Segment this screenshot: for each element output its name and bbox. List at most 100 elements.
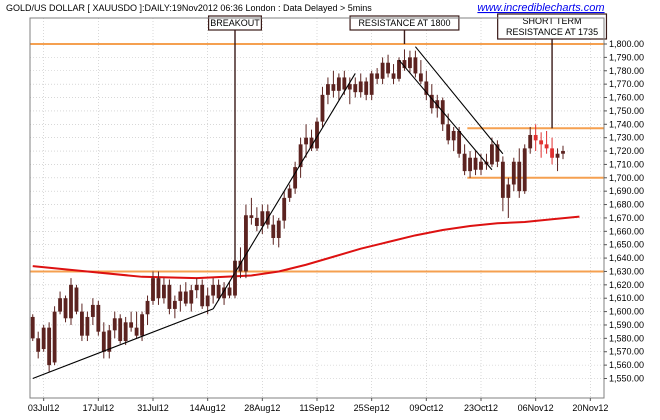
candle-body — [233, 260, 237, 296]
candle-body — [331, 84, 336, 91]
x-tick-label: 14Aug12 — [190, 403, 226, 413]
watermark-link[interactable]: www.incrediblecharts.com — [477, 2, 604, 14]
candle-body — [386, 62, 390, 74]
x-tick-label: 31Jul12 — [137, 403, 169, 413]
annotation-box — [349, 15, 460, 31]
candle-body — [205, 295, 210, 307]
x-tick-label: 09Oct12 — [409, 403, 443, 413]
candle-body — [145, 300, 150, 315]
candle-body — [216, 284, 221, 299]
x-tick-label: 11Sep12 — [299, 403, 334, 413]
trend-lines-layer — [32, 46, 504, 380]
moving-average-line — [32, 215, 580, 280]
candle-body — [380, 62, 385, 79]
candle-body — [391, 73, 396, 79]
y-tick-label: 1,710.00 — [609, 159, 644, 169]
candle-body — [167, 284, 172, 309]
candle-body — [271, 224, 276, 239]
candle-body — [353, 84, 358, 93]
x-tick-label: 06Nov12 — [518, 403, 554, 413]
candle-body — [517, 161, 522, 192]
candle-body — [347, 84, 352, 90]
candle-body — [561, 151, 565, 154]
candle-body — [468, 157, 472, 172]
y-tick-label: 1,760.00 — [609, 93, 644, 103]
candle-body — [539, 140, 544, 145]
candle-body — [52, 311, 57, 363]
candle-body — [129, 322, 134, 328]
trend-line — [414, 46, 504, 155]
y-tick-label: 1,750.00 — [609, 106, 644, 116]
candle-body — [118, 318, 123, 342]
candle-body — [96, 304, 101, 332]
candle-body — [85, 316, 90, 336]
candle-body — [74, 287, 79, 312]
candle-body — [375, 73, 380, 79]
chart-title: GOLD/US DOLLAR [ XAUUSDO ]:DAILY:19Nov20… — [6, 3, 372, 13]
grid-layer — [30, 18, 604, 398]
candle-body — [293, 167, 298, 189]
candle-body — [358, 81, 363, 93]
candle-body — [435, 100, 440, 109]
candle-body — [533, 134, 538, 141]
candle-body — [418, 73, 423, 82]
candle-body — [473, 157, 478, 170]
candle-body — [101, 331, 106, 352]
y-tick-label: 1,590.00 — [609, 320, 644, 330]
candle-body — [402, 60, 407, 69]
annotation-label: RESISTANCE AT 1800 — [358, 18, 450, 28]
candle-body — [69, 284, 73, 319]
candle-body — [490, 144, 494, 165]
candle-body — [550, 148, 554, 158]
candle-body — [244, 215, 248, 272]
candle-body — [189, 290, 194, 304]
y-tick-label: 1,720.00 — [609, 146, 644, 156]
x-tick-label: 25Sep12 — [354, 403, 390, 413]
annotation-box — [208, 15, 263, 31]
candle-body — [47, 327, 52, 366]
candle-body — [413, 57, 418, 74]
y-tick-label: 1,730.00 — [609, 133, 644, 143]
candle-body — [336, 77, 341, 91]
candle-body — [320, 94, 325, 122]
candle-body — [30, 316, 35, 339]
moving-average-layer — [32, 215, 580, 280]
y-tick-label: 1,550.00 — [609, 374, 644, 384]
candle-body — [162, 284, 166, 299]
candle-body — [309, 137, 314, 149]
candle-body — [112, 318, 117, 331]
y-tick-label: 1,580.00 — [609, 333, 644, 343]
y-tick-label: 1,640.00 — [609, 253, 644, 263]
candle-body — [544, 144, 549, 149]
y-tick-label: 1,560.00 — [609, 360, 644, 370]
y-tick-label: 1,790.00 — [609, 52, 644, 62]
candle-body — [172, 300, 177, 309]
candle-body — [200, 284, 205, 307]
x-tick-label: 03Jul12 — [28, 403, 60, 413]
candle-body — [260, 211, 265, 226]
candle-body — [123, 322, 128, 342]
candle-body — [276, 220, 281, 239]
x-tick-label: 28Aug12 — [244, 403, 280, 413]
x-tick-label: 17Jul12 — [83, 403, 115, 413]
y-tick-label: 1,700.00 — [609, 173, 644, 183]
candle-body — [156, 278, 161, 299]
y-tick-label: 1,570.00 — [609, 347, 644, 357]
candle-body — [457, 130, 462, 154]
x-tick-label: 20Nov12 — [572, 403, 608, 413]
y-tick-label: 1,690.00 — [609, 186, 644, 196]
y-tick-label: 1,630.00 — [609, 266, 644, 276]
y-tick-label: 1,740.00 — [609, 119, 644, 129]
candle-body — [222, 287, 226, 299]
candle-body — [429, 94, 434, 109]
candle-body — [211, 284, 216, 296]
x-tick-label: 23Oct12 — [464, 403, 498, 413]
annotations-layer: BREAKOUT RESISTANCE AT 1800 SHORT TERMRESI… — [208, 13, 608, 275]
candle-body — [369, 73, 374, 95]
candle-body — [134, 327, 139, 336]
y-tick-label: 1,670.00 — [609, 213, 644, 223]
candle-body — [36, 338, 41, 352]
y-tick-label: 1,620.00 — [609, 280, 644, 290]
candle-body — [495, 144, 500, 162]
trend-line — [32, 308, 214, 380]
